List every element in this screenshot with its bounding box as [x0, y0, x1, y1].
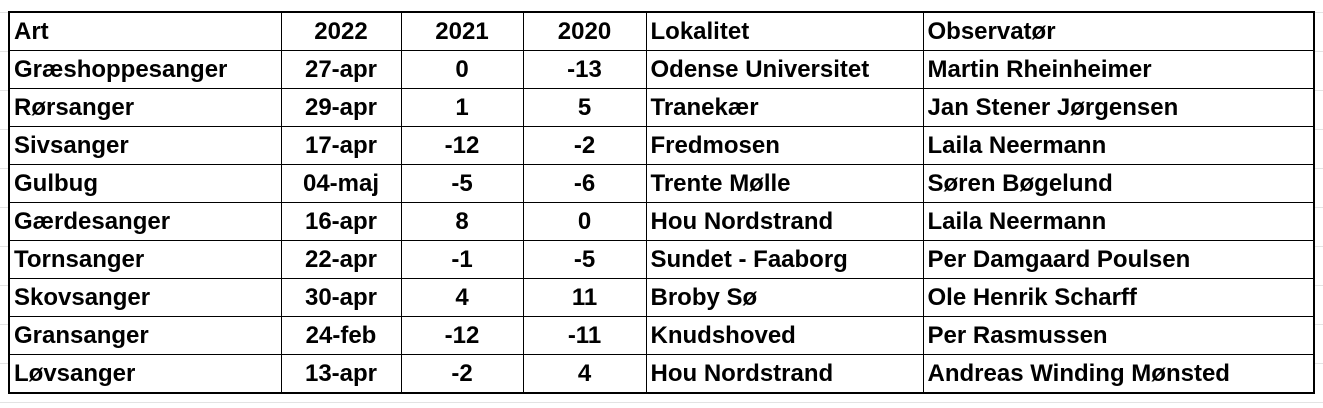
data-row: Gulbug 04-maj -5 -6 Trente Mølle Søren Bøgelu… — [8, 164, 1315, 203]
cell: 0 — [400, 50, 524, 89]
data-row: Græshoppesanger 27-apr 0 -13 Odense Universi… — [8, 50, 1315, 89]
data-row: Skovsanger 30-apr 4 11 Broby Sø Ole Henrik Sc… — [8, 278, 1315, 317]
cell: Per Rasmussen — [922, 316, 1315, 355]
cell: Hou Nordstrand — [645, 202, 924, 241]
cell: 24-feb — [280, 316, 402, 355]
data-row: Tornsanger 22-apr -1 -5 Sundet - Faaborg Per … — [8, 240, 1315, 279]
cell: Gransanger — [8, 316, 282, 355]
header-cell: Lokalitet — [645, 11, 924, 51]
cell: Jan Stener Jørgensen — [922, 88, 1315, 127]
header-cell: 2020 — [522, 11, 647, 51]
cell: 4 — [522, 354, 647, 394]
cell: 17-apr — [280, 126, 402, 165]
cell: Sundet - Faaborg — [645, 240, 924, 279]
cell: -12 — [400, 126, 524, 165]
header-cell: 2021 — [400, 11, 524, 51]
cell: Broby Sø — [645, 278, 924, 317]
data-row: Rørsanger 29-apr 1 5 Tranekær Jan Stener Jørg… — [8, 88, 1315, 127]
cell: 04-maj — [280, 164, 402, 203]
cell: Trente Mølle — [645, 164, 924, 203]
cell: 13-apr — [280, 354, 402, 394]
cell: Sivsanger — [8, 126, 282, 165]
cell: 29-apr — [280, 88, 402, 127]
cell: 5 — [522, 88, 647, 127]
cell: -12 — [400, 316, 524, 355]
data-row: Sivsanger 17-apr -12 -2 Fredmosen Laila Neerm… — [8, 126, 1315, 165]
cell: Odense Universitet — [645, 50, 924, 89]
data-row: Løvsanger 13-apr -2 4 Hou Nordstrand Andreas … — [8, 354, 1315, 394]
cell: Græshoppesanger — [8, 50, 282, 89]
cell: -5 — [522, 240, 647, 279]
cell: Gærdesanger — [8, 202, 282, 241]
cell: 11 — [522, 278, 647, 317]
cell: 22-apr — [280, 240, 402, 279]
data-row: Gransanger 24-feb -12 -11 Knudshoved Per Rasm… — [8, 316, 1315, 355]
cell: Søren Bøgelund — [922, 164, 1315, 203]
cell: 16-apr — [280, 202, 402, 241]
header-row: Art 2022 2021 2020 Lokalitet Observatør — [8, 11, 1315, 51]
cell: Laila Neermann — [922, 126, 1315, 165]
cell: -2 — [400, 354, 524, 394]
cell: Laila Neermann — [922, 202, 1315, 241]
header-cell: 2022 — [280, 11, 402, 51]
cell: Martin Rheinheimer — [922, 50, 1315, 89]
cell: 1 — [400, 88, 524, 127]
cell: 0 — [522, 202, 647, 241]
cell: -5 — [400, 164, 524, 203]
cell: 8 — [400, 202, 524, 241]
cell: -13 — [522, 50, 647, 89]
cell: Løvsanger — [8, 354, 282, 394]
cell: Skovsanger — [8, 278, 282, 317]
cell: Per Damgaard Poulsen — [922, 240, 1315, 279]
cell: -1 — [400, 240, 524, 279]
header-cell: Observatør — [922, 11, 1315, 51]
cell: 27-apr — [280, 50, 402, 89]
data-table: Art 2022 2021 2020 Lokalitet Observatør Græsho… — [8, 11, 1315, 394]
header-cell: Art — [8, 11, 282, 51]
cell: Fredmosen — [645, 126, 924, 165]
cell: -6 — [522, 164, 647, 203]
cell: Rørsanger — [8, 88, 282, 127]
cell: -2 — [522, 126, 647, 165]
cell: Tornsanger — [8, 240, 282, 279]
data-row: Gærdesanger 16-apr 8 0 Hou Nordstrand Laila N… — [8, 202, 1315, 241]
cell: Hou Nordstrand — [645, 354, 924, 394]
cell: Ole Henrik Scharff — [922, 278, 1315, 317]
cell: Tranekær — [645, 88, 924, 127]
cell: Andreas Winding Mønsted — [922, 354, 1315, 394]
cell: Gulbug — [8, 164, 282, 203]
cell: -11 — [522, 316, 647, 355]
cell: Knudshoved — [645, 316, 924, 355]
cell: 30-apr — [280, 278, 402, 317]
cell: 4 — [400, 278, 524, 317]
